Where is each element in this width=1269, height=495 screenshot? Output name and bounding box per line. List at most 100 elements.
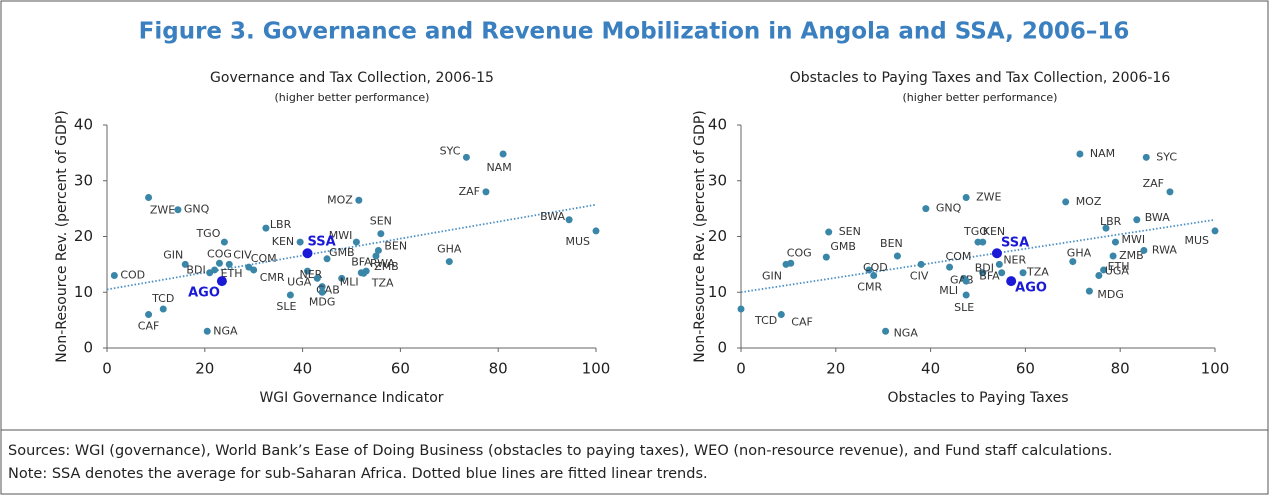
data-point	[145, 193, 153, 201]
data-point	[360, 269, 368, 277]
point-label: SLE	[954, 301, 974, 314]
source-note: Sources: WGI (governance), World Bank’s …	[8, 443, 1112, 459]
data-point	[352, 238, 360, 246]
x-tick-label: 40	[921, 360, 940, 378]
point-label: MLI	[340, 275, 359, 288]
data-point	[946, 263, 954, 271]
x-tick-label: 20	[195, 360, 214, 378]
data-point	[211, 266, 219, 274]
x-tick-label: 80	[489, 360, 508, 378]
point-label: LBR	[270, 218, 292, 231]
point-label: MLI	[939, 284, 958, 297]
point-label: ETH	[221, 267, 243, 280]
data-point	[181, 260, 189, 268]
data-point	[1109, 252, 1117, 260]
data-point	[215, 259, 223, 267]
y-tick-label: 30	[708, 171, 727, 189]
data-point	[1142, 153, 1150, 161]
data-point	[323, 255, 331, 263]
point-label: SSA	[1001, 236, 1029, 251]
point-label: MWI	[329, 229, 353, 242]
data-point	[286, 291, 294, 299]
y-axis-label: Non-Resource Rev. (percent of GDP)	[692, 110, 708, 362]
point-label: AGO	[188, 286, 220, 301]
point-label: BDI	[186, 264, 205, 277]
data-point	[825, 228, 833, 236]
figure-title: Figure 3. Governance and Revenue Mobiliz…	[139, 19, 1130, 45]
data-point	[1085, 287, 1093, 295]
point-label: TZA	[1026, 266, 1049, 279]
point-label: BWA	[1145, 211, 1170, 224]
chart-title: Obstacles to Paying Taxes and Tax Collec…	[790, 70, 1171, 86]
point-label: COG	[787, 246, 812, 259]
data-point	[499, 150, 507, 158]
y-tick-label: 0	[83, 339, 93, 357]
x-axis-label: Obstacles to Paying Taxes	[887, 390, 1068, 406]
point-label: CMR	[260, 271, 285, 284]
data-point	[145, 311, 153, 319]
data-point	[962, 277, 970, 285]
data-point	[159, 305, 167, 313]
point-label: SYC	[440, 144, 461, 157]
point-label: TCD	[754, 314, 777, 327]
x-tick-label: 60	[391, 360, 410, 378]
x-tick-label: 60	[1016, 360, 1035, 378]
point-label: KEN	[272, 235, 294, 248]
point-label: BEN	[880, 237, 903, 250]
data-point	[225, 260, 233, 268]
point-label: COD	[120, 269, 145, 282]
point-label: COD	[863, 261, 888, 274]
point-label: BDI	[975, 262, 994, 275]
data-point	[1006, 276, 1017, 287]
y-tick-label: 10	[74, 283, 93, 301]
point-label: CMR	[857, 281, 882, 294]
point-label: UGA	[1105, 265, 1130, 278]
point-label: MOZ	[327, 193, 353, 206]
point-label: SEN	[839, 225, 861, 238]
x-tick-label: 100	[582, 360, 611, 378]
point-label: SLE	[276, 300, 296, 313]
point-label: GMB	[830, 240, 856, 253]
point-label: NGA	[894, 326, 919, 339]
point-label: TGO	[963, 225, 988, 238]
data-point	[1100, 266, 1108, 274]
y-tick-label: 30	[74, 171, 93, 189]
point-label: NAM	[486, 161, 511, 174]
point-label: RWA	[370, 257, 395, 270]
y-tick-label: 20	[74, 227, 93, 245]
point-label: MUS	[565, 235, 590, 248]
data-point	[787, 259, 795, 267]
y-tick-label: 40	[708, 116, 727, 134]
data-point	[1095, 272, 1103, 280]
point-label: CAF	[791, 316, 813, 329]
point-label: MUS	[1184, 234, 1209, 247]
data-point	[917, 260, 925, 268]
point-label: BFA	[351, 256, 372, 269]
point-label: GIN	[762, 269, 782, 282]
data-point	[991, 248, 1002, 259]
point-label: CIV	[910, 269, 929, 282]
data-point	[374, 246, 382, 254]
data-point	[110, 272, 118, 280]
chart-title: Governance and Tax Collection, 2006-15	[210, 70, 494, 86]
point-label: ZAF	[459, 185, 480, 198]
point-label: CAF	[138, 320, 160, 333]
data-point	[203, 327, 211, 335]
point-label: MWI	[1121, 233, 1145, 246]
data-point	[250, 266, 258, 274]
data-point	[302, 248, 313, 259]
data-point	[870, 272, 878, 280]
y-axis-label: Non-Resource Rev. (percent of GDP)	[54, 110, 70, 362]
chart-subtitle: (higher better performance)	[275, 91, 430, 104]
point-label: LBR	[1100, 215, 1122, 228]
point-label: ETH	[1108, 260, 1130, 273]
data-point	[592, 227, 600, 235]
x-tick-label: 20	[826, 360, 845, 378]
data-point	[1140, 246, 1148, 254]
data-point	[338, 274, 346, 282]
point-label: GHA	[437, 243, 462, 256]
data-point	[998, 269, 1006, 277]
data-point	[565, 216, 573, 224]
x-axis-label: WGI Governance Indicator	[259, 390, 443, 406]
point-label: MDG	[309, 295, 336, 308]
